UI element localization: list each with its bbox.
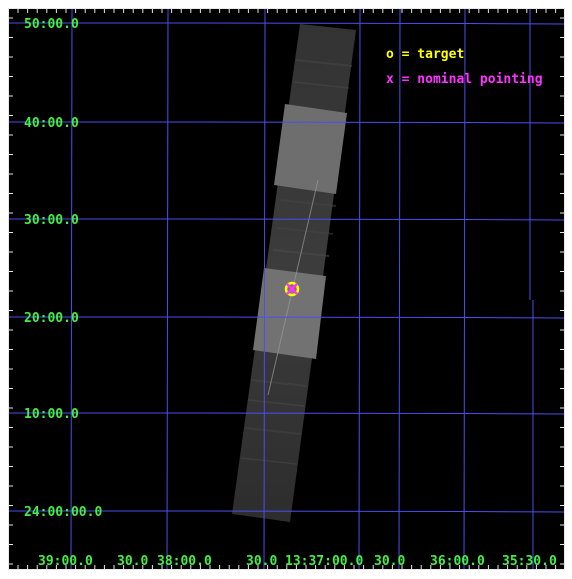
target-circle-icon: [284, 281, 300, 297]
dec-label: 20:00.0: [24, 311, 79, 326]
dec-grid-line: [199, 412, 466, 414]
dec-grid-line: [464, 122, 565, 124]
ra-label: 35:30.0: [502, 554, 557, 569]
ra-grid-line: [358, 8, 361, 570]
dec-grid-line: [464, 413, 565, 415]
dec-grid-line: [464, 23, 565, 25]
ra-label: 36:00.0: [430, 554, 485, 569]
nominal-pointing-marker: [286, 283, 298, 295]
ra-grid-line: [263, 8, 266, 570]
bright-exposure-block: [274, 104, 347, 194]
ra-label: 30.0: [117, 554, 148, 569]
detector-strip: [232, 24, 356, 522]
dec-grid-line: [464, 317, 565, 319]
dec-grid-line: [199, 218, 466, 220]
ra-label: 39:00.0: [38, 554, 93, 569]
coordinate-grid: [9, 8, 565, 570]
bright-exposure-block: [253, 268, 326, 359]
ra-grid-line: [463, 8, 466, 570]
dec-label: 40:00.0: [24, 116, 79, 131]
dec-grid-line: [199, 510, 466, 512]
dec-label: 24:00:00.0: [24, 505, 102, 520]
ra-grid-line: [166, 8, 169, 570]
legend-nominal-pointing: x = nominal pointing: [386, 72, 543, 87]
dec-grid-line: [199, 316, 466, 318]
legend: o = target x = nominal pointing: [386, 47, 543, 87]
ra-label: 30.0: [246, 554, 277, 569]
dec-axis-labels: 50:00.0 40:00.0 30:00.0 20:00.0 10:00.0 …: [24, 17, 102, 520]
target-marker: [284, 281, 300, 297]
nominal-pointing-x-icon: [286, 283, 298, 295]
plot-frame: [8, 8, 565, 570]
dec-label: 10:00.0: [24, 407, 79, 422]
ra-grid-line: [70, 8, 73, 570]
dec-grid-line: [199, 22, 466, 24]
ra-axis-labels: 39:00.0 30.0 38:00.0 30.0 13:37:00.0 30.…: [38, 554, 557, 569]
dec-grid-line: [199, 121, 466, 123]
ra-label: 30.0: [374, 554, 405, 569]
dec-label: 30:00.0: [24, 213, 79, 228]
legend-target: o = target: [386, 47, 464, 62]
dec-grid-line: [464, 219, 565, 221]
ra-label: 13:37:00.0: [285, 554, 363, 569]
ra-label: 38:00.0: [157, 554, 212, 569]
dec-grid-line: [464, 511, 565, 513]
ra-grid-line: [398, 8, 401, 570]
frame-border: [8, 8, 565, 570]
dec-label: 50:00.0: [24, 17, 79, 32]
